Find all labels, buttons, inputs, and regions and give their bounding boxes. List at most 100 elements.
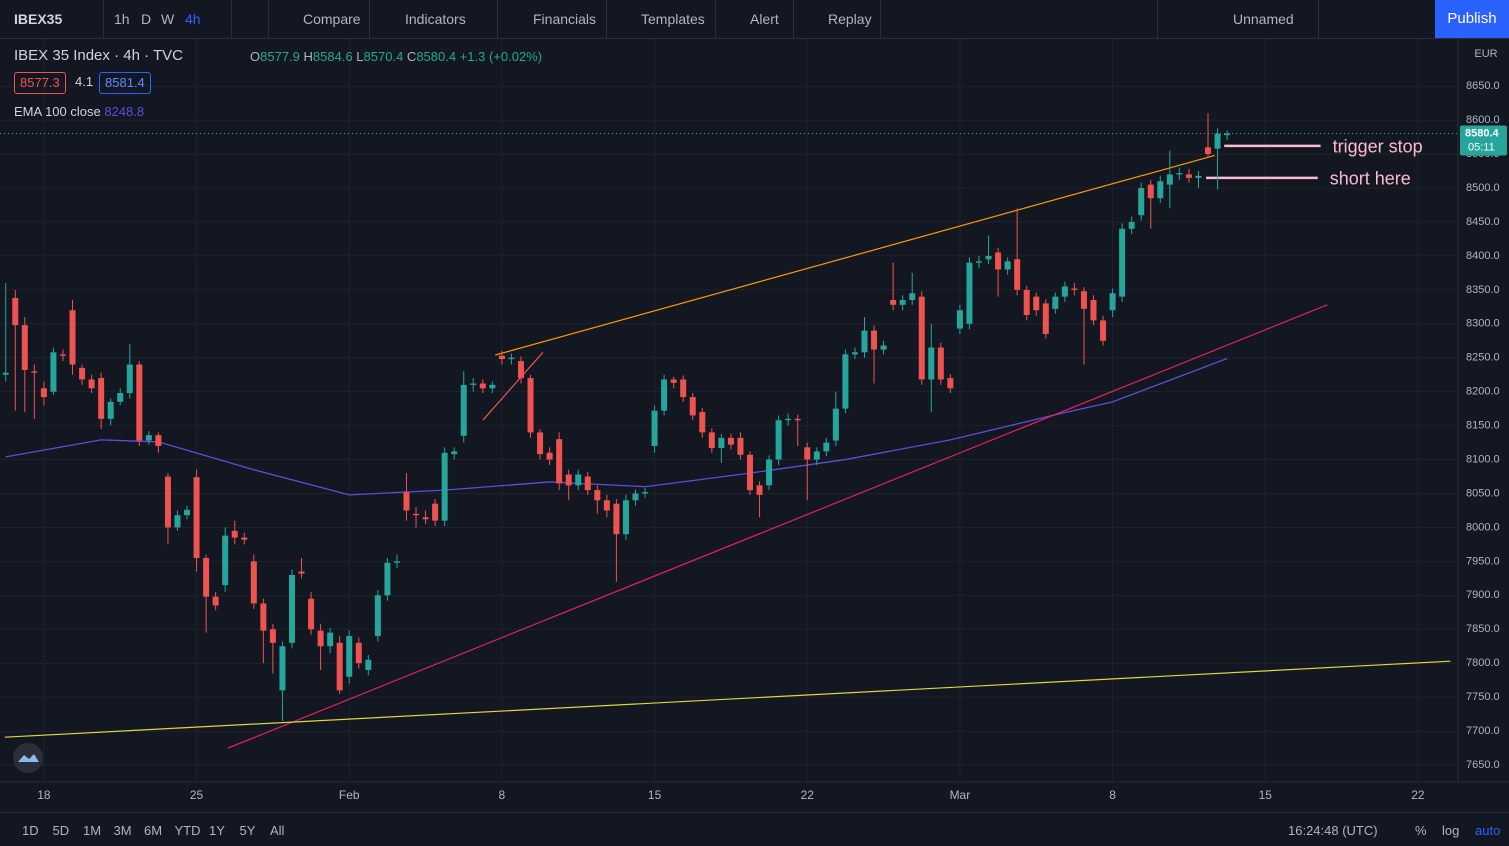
range-button[interactable]: YTD bbox=[174, 823, 201, 838]
candle-body bbox=[937, 347, 944, 380]
candle-body bbox=[727, 437, 734, 445]
y-tick-label: 8500.0 bbox=[1466, 182, 1500, 194]
interval[interactable]: W bbox=[161, 11, 175, 27]
candle-body bbox=[699, 412, 706, 433]
candle-body bbox=[441, 452, 448, 521]
range-button[interactable]: 5D bbox=[52, 823, 70, 838]
x-tick-label: 8 bbox=[1109, 788, 1116, 802]
candle-body bbox=[451, 451, 458, 455]
financials-button[interactable]: Financials bbox=[533, 11, 597, 27]
candle-body bbox=[59, 354, 66, 356]
candle-body bbox=[31, 371, 38, 373]
alert-button[interactable]: Alert bbox=[750, 11, 779, 27]
y-tick-label: 7950.0 bbox=[1466, 555, 1500, 567]
candle-body bbox=[1004, 261, 1011, 270]
y-tick-label: 8450.0 bbox=[1466, 216, 1500, 228]
candle-body bbox=[98, 378, 105, 419]
candle-body bbox=[1109, 293, 1116, 311]
range-button[interactable]: 1Y bbox=[209, 823, 225, 838]
x-tick-label: 18 bbox=[37, 788, 51, 802]
candle-body bbox=[746, 454, 753, 491]
candle-body bbox=[21, 325, 28, 370]
y-tick-label: 7800.0 bbox=[1466, 657, 1500, 669]
candle-body bbox=[1090, 300, 1097, 321]
candle-body bbox=[222, 535, 229, 586]
auto[interactable]: auto bbox=[1475, 823, 1501, 838]
interval[interactable]: 4h bbox=[185, 11, 201, 27]
ema-legend: EMA 100 close 8248.8 bbox=[14, 104, 144, 119]
candle-body bbox=[1128, 221, 1135, 229]
candle-body bbox=[670, 379, 677, 383]
candle-body bbox=[622, 500, 629, 535]
y-tick-label: 8400.0 bbox=[1466, 250, 1500, 262]
range-button[interactable]: 3M bbox=[113, 823, 132, 838]
candle-body bbox=[1119, 228, 1126, 297]
candle-body bbox=[975, 261, 982, 263]
interval[interactable]: 1h bbox=[114, 11, 130, 27]
candle-body bbox=[918, 296, 925, 380]
percent[interactable]: % bbox=[1415, 823, 1427, 838]
drawing-label: trigger stop bbox=[1333, 137, 1423, 157]
replay-button[interactable]: Replay bbox=[828, 11, 872, 27]
candle-body bbox=[422, 517, 429, 520]
candle-body bbox=[1224, 133, 1231, 136]
drawing bbox=[4, 660, 1451, 738]
compare-button[interactable]: Compare bbox=[303, 11, 361, 27]
candle-body bbox=[1014, 259, 1021, 290]
candle-body bbox=[785, 418, 792, 421]
currency[interactable]: EUR bbox=[1474, 48, 1497, 60]
logo[interactable] bbox=[13, 743, 43, 773]
candle-body bbox=[1100, 320, 1107, 341]
candle-body bbox=[498, 355, 505, 360]
candle-body bbox=[956, 310, 963, 329]
interval[interactable]: D bbox=[141, 11, 152, 27]
x-tick-label: 15 bbox=[1259, 788, 1273, 802]
x-tick-label: 15 bbox=[648, 788, 662, 802]
layout-name[interactable]: Unnamed bbox=[1233, 11, 1294, 27]
candle-body bbox=[40, 388, 47, 398]
range-button[interactable]: 1M bbox=[83, 823, 102, 838]
candle-body bbox=[1042, 303, 1049, 334]
candle-body bbox=[460, 384, 467, 436]
y-tick-label: 8150.0 bbox=[1466, 420, 1500, 432]
drawing bbox=[227, 304, 1328, 749]
candle-body bbox=[651, 410, 658, 446]
candle-body bbox=[708, 432, 715, 449]
toolbar: IBEX35 1h D W 4h Compare Indicators Fina… bbox=[0, 0, 1509, 39]
candle-body bbox=[1061, 286, 1068, 297]
symbol[interactable]: IBEX35 bbox=[14, 11, 63, 27]
candle-body bbox=[1138, 188, 1145, 216]
x-tick-label: Feb bbox=[339, 788, 360, 802]
templates-button[interactable]: Templates bbox=[641, 11, 705, 27]
candle-body bbox=[384, 562, 391, 596]
h-val: 8584.6 bbox=[312, 49, 353, 64]
candle-body bbox=[823, 442, 830, 452]
candle-body bbox=[231, 530, 238, 538]
last-price-box bbox=[1460, 125, 1507, 156]
range-button[interactable]: All bbox=[270, 823, 285, 838]
publish-button[interactable]: Publish bbox=[1435, 0, 1509, 38]
candle-body bbox=[288, 574, 295, 643]
candle-body bbox=[1176, 173, 1183, 175]
ema-value: 8248.8 bbox=[104, 104, 145, 119]
x-tick-label: 22 bbox=[801, 788, 815, 802]
ohlc: O8577.9 H8584.6 L8570.4 C8580.4 +1.3 (+0… bbox=[250, 49, 542, 64]
x-tick-label: 25 bbox=[190, 788, 204, 802]
candle-body bbox=[241, 537, 248, 540]
candle-body bbox=[966, 262, 973, 324]
candle-body bbox=[737, 437, 744, 455]
candle-body bbox=[470, 383, 477, 385]
range-button[interactable]: 6M bbox=[144, 823, 163, 838]
log[interactable]: log bbox=[1442, 823, 1460, 838]
range-button[interactable]: 5Y bbox=[239, 823, 256, 838]
candle-body bbox=[871, 330, 878, 350]
range-button[interactable]: 1D bbox=[22, 823, 39, 838]
bid[interactable]: 8577.3 bbox=[14, 72, 66, 94]
ask[interactable]: 8581.4 bbox=[99, 72, 151, 94]
indicators-button[interactable]: Indicators bbox=[405, 11, 466, 27]
candle-body bbox=[537, 432, 544, 455]
c: C bbox=[406, 49, 417, 64]
candle-body bbox=[269, 629, 276, 643]
candle-body bbox=[546, 452, 553, 460]
